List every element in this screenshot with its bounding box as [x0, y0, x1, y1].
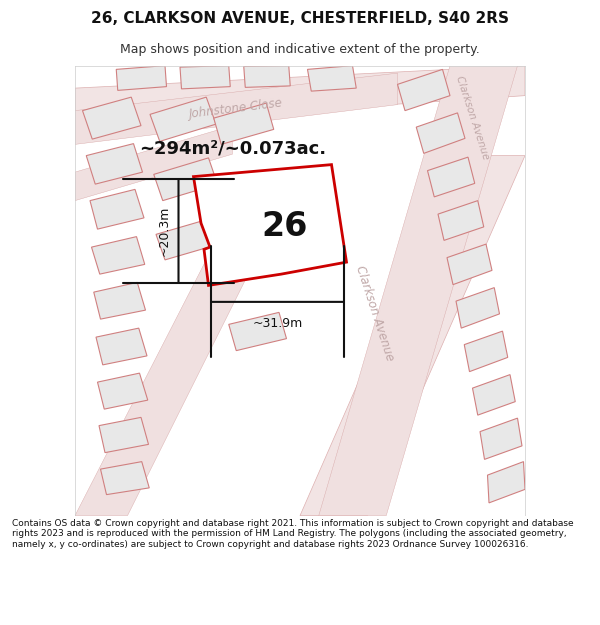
Polygon shape [75, 73, 398, 144]
Text: Map shows position and indicative extent of the property.: Map shows position and indicative extent… [120, 42, 480, 56]
Polygon shape [154, 158, 218, 201]
Text: Contains OS data © Crown copyright and database right 2021. This information is : Contains OS data © Crown copyright and d… [12, 519, 574, 549]
Polygon shape [116, 66, 167, 91]
Text: ~20.3m: ~20.3m [158, 206, 171, 256]
Text: Clarkson Avenue: Clarkson Avenue [454, 75, 491, 161]
Polygon shape [75, 66, 525, 126]
Polygon shape [101, 462, 149, 494]
Polygon shape [319, 66, 517, 516]
Polygon shape [416, 113, 465, 153]
Polygon shape [473, 374, 515, 415]
Polygon shape [90, 189, 144, 229]
Polygon shape [300, 156, 525, 516]
Polygon shape [225, 244, 284, 283]
Text: Johnstone Close: Johnstone Close [188, 97, 284, 121]
Text: 26: 26 [262, 211, 308, 243]
Polygon shape [480, 418, 522, 459]
Polygon shape [86, 144, 143, 184]
Polygon shape [308, 66, 356, 91]
Polygon shape [221, 175, 280, 216]
Polygon shape [193, 164, 347, 286]
Polygon shape [99, 418, 149, 452]
Polygon shape [229, 312, 287, 351]
Polygon shape [94, 282, 146, 319]
Text: ~294m²/~0.073ac.: ~294m²/~0.073ac. [139, 139, 326, 157]
Polygon shape [487, 462, 525, 503]
Polygon shape [75, 126, 233, 201]
Polygon shape [96, 328, 147, 365]
Polygon shape [214, 103, 274, 144]
Polygon shape [456, 288, 499, 328]
Polygon shape [398, 69, 450, 111]
Polygon shape [447, 244, 492, 284]
Polygon shape [91, 237, 145, 274]
Text: ~31.9m: ~31.9m [253, 317, 302, 330]
Polygon shape [438, 201, 484, 241]
Polygon shape [464, 331, 508, 372]
Text: 26, CLARKSON AVENUE, CHESTERFIELD, S40 2RS: 26, CLARKSON AVENUE, CHESTERFIELD, S40 2… [91, 11, 509, 26]
Polygon shape [75, 231, 270, 516]
Polygon shape [244, 66, 290, 88]
Polygon shape [150, 97, 216, 141]
Polygon shape [83, 97, 141, 139]
Polygon shape [156, 219, 219, 260]
Polygon shape [427, 157, 475, 197]
Polygon shape [97, 373, 148, 409]
Text: Clarkson Avenue: Clarkson Avenue [353, 264, 397, 362]
Polygon shape [180, 66, 230, 89]
